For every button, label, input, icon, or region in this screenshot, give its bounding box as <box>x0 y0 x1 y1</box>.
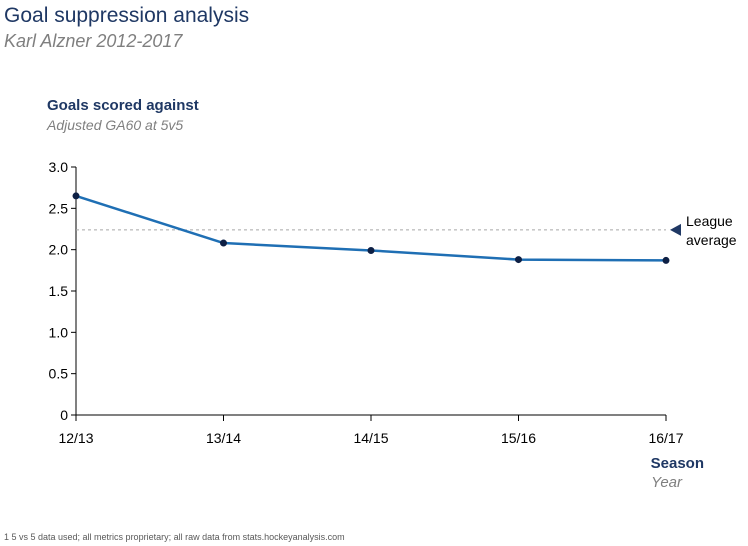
y-axis: 0 0.5 1.0 1.5 2.0 2.5 3.0 <box>49 159 77 423</box>
x-tick-label: 13/14 <box>206 430 241 446</box>
y-axis-title: Goals scored against <box>47 97 199 114</box>
series-karl-alzner <box>72 192 670 264</box>
league-average-marker <box>670 223 681 236</box>
league-average-reference: League average <box>76 213 737 248</box>
footnote: 1 5 vs 5 data used; all metrics propriet… <box>4 532 345 542</box>
y-tick-label: 1.0 <box>49 324 69 340</box>
y-tick-label: 3.0 <box>49 159 69 175</box>
y-tick-label: 0.5 <box>49 366 69 382</box>
x-tick-label: 14/15 <box>353 430 388 446</box>
chart-subtitle: Karl Alzner 2012-2017 <box>4 31 183 51</box>
x-axis-subtitle: Year <box>651 474 682 491</box>
data-point <box>662 256 670 264</box>
x-tick-label: 15/16 <box>501 430 536 446</box>
y-tick-label: 1.5 <box>49 283 69 299</box>
y-tick-label: 2.5 <box>49 200 69 216</box>
x-axis: 12/13 13/14 14/15 15/16 16/17 <box>58 414 684 446</box>
y-tick-label: 2.0 <box>49 242 69 258</box>
x-tick-label: 12/13 <box>58 430 93 446</box>
data-point <box>220 239 227 247</box>
chart-title: Goal suppression analysis <box>4 4 250 27</box>
data-point <box>72 192 80 200</box>
x-axis-title: Season <box>650 455 704 472</box>
x-tick-label: 16/17 <box>648 430 683 446</box>
data-point <box>515 256 522 264</box>
league-average-label: League <box>686 213 733 229</box>
y-tick-label: 0 <box>60 407 68 423</box>
league-average-label: average <box>686 232 737 248</box>
data-point <box>367 246 375 254</box>
y-axis-subtitle: Adjusted GA60 at 5v5 <box>47 117 184 133</box>
